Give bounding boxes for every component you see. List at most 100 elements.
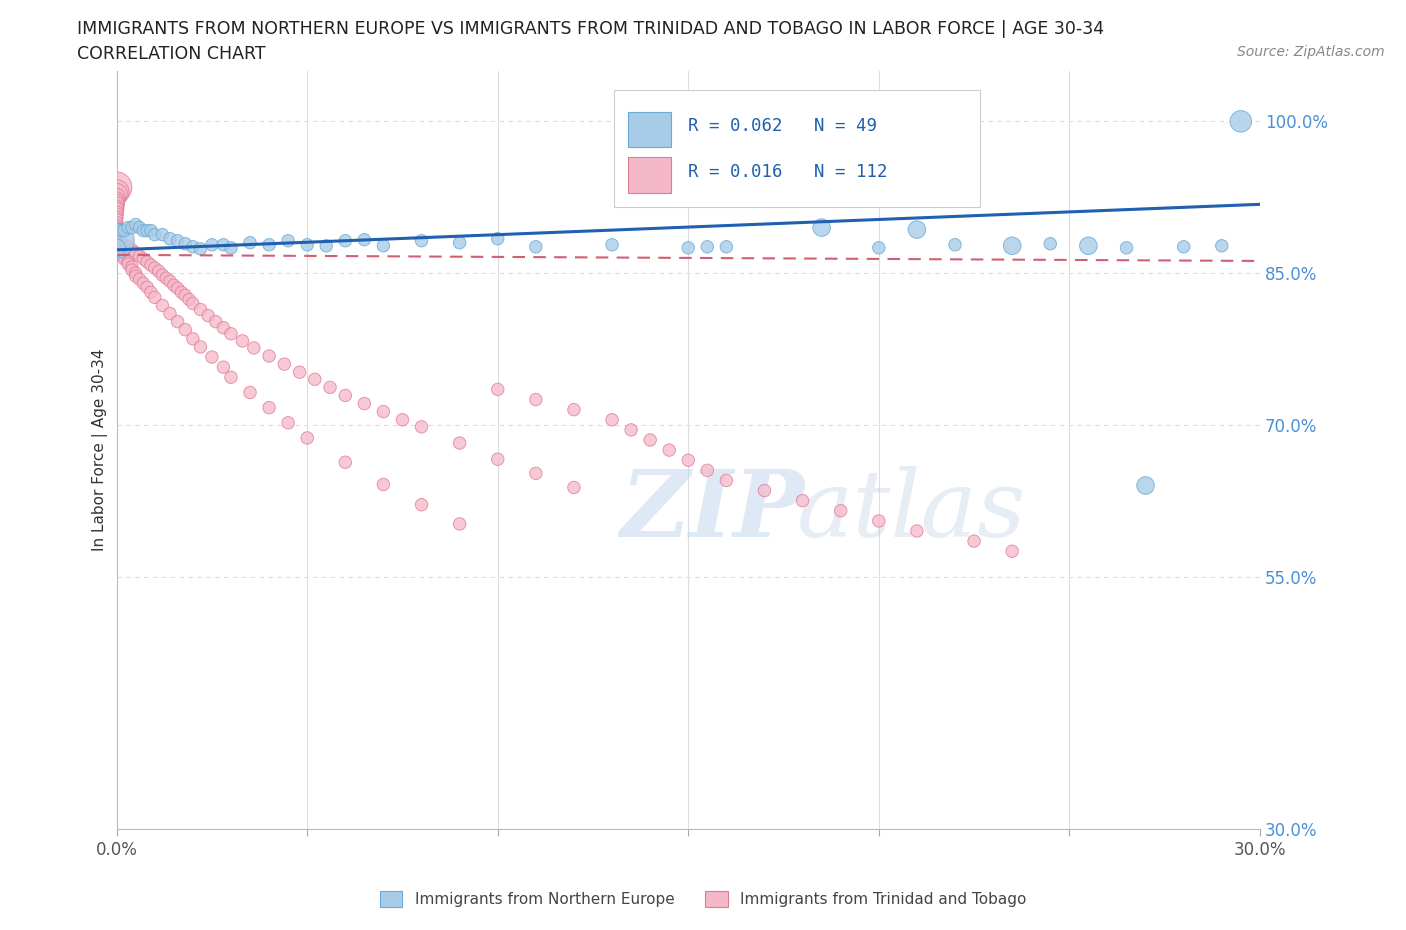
Point: [243, 340, 266, 355]
Text: R = 0.016   N = 112: R = 0.016 N = 112: [689, 163, 887, 180]
Point: [148, 263, 170, 278]
Point: [112, 237, 135, 252]
Point: [128, 272, 150, 286]
Point: [105, 215, 128, 230]
Bar: [627, 157, 671, 193]
Point: [449, 235, 471, 250]
Point: [273, 357, 295, 372]
Point: [792, 493, 814, 508]
Text: R = 0.062   N = 49: R = 0.062 N = 49: [689, 117, 877, 135]
Point: [105, 200, 128, 215]
Point: [159, 306, 181, 321]
Point: [190, 242, 212, 257]
Point: [112, 251, 135, 266]
Point: [335, 455, 357, 470]
Point: [181, 296, 204, 311]
Point: [105, 219, 128, 233]
Point: [105, 190, 128, 205]
Point: [136, 223, 159, 238]
Point: [868, 240, 890, 255]
Point: [620, 422, 643, 437]
Point: [166, 281, 188, 296]
Point: [190, 302, 212, 317]
Point: [486, 232, 509, 246]
Point: [112, 223, 135, 238]
Point: [257, 237, 280, 252]
Point: [212, 360, 235, 375]
Point: [486, 382, 509, 397]
Point: [105, 237, 128, 252]
Point: [373, 238, 395, 253]
Point: [163, 278, 186, 293]
Point: [696, 463, 718, 478]
Point: [105, 240, 128, 255]
Point: [658, 443, 681, 458]
Point: [319, 380, 342, 395]
Point: [105, 193, 128, 207]
Point: [411, 498, 433, 512]
Point: [1001, 238, 1024, 253]
Point: [201, 237, 224, 252]
Point: [105, 222, 128, 237]
Point: [117, 257, 139, 272]
Point: [150, 268, 173, 283]
Point: [524, 392, 547, 407]
Point: [353, 232, 375, 247]
Point: [219, 240, 242, 255]
Legend: Immigrants from Northern Europe, Immigrants from Trinidad and Tobago: Immigrants from Northern Europe, Immigra…: [374, 884, 1032, 913]
Point: [143, 227, 166, 242]
Point: [174, 288, 197, 303]
Point: [155, 271, 177, 286]
Point: [105, 210, 128, 225]
Point: [136, 280, 159, 295]
Point: [128, 248, 150, 263]
Point: [105, 220, 128, 235]
Point: [716, 473, 738, 488]
Point: [353, 396, 375, 411]
Point: [295, 237, 318, 252]
Point: [174, 236, 197, 251]
Point: [105, 195, 128, 210]
Point: [449, 516, 471, 531]
Point: [257, 400, 280, 415]
Point: [239, 235, 262, 250]
Point: [105, 228, 128, 243]
Point: [105, 185, 128, 200]
Point: [181, 331, 204, 346]
Point: [125, 246, 148, 260]
Point: [201, 350, 224, 365]
Point: [1173, 239, 1195, 254]
Point: [105, 205, 128, 219]
Bar: [627, 112, 671, 147]
Point: [105, 233, 128, 248]
Point: [132, 223, 155, 238]
Text: atlas: atlas: [797, 466, 1026, 556]
Point: [105, 179, 128, 194]
Point: [125, 269, 148, 284]
Point: [562, 480, 585, 495]
Point: [219, 370, 242, 385]
Point: [1039, 236, 1062, 251]
Point: [373, 477, 395, 492]
Point: [121, 220, 143, 235]
Point: [411, 233, 433, 248]
Point: [304, 372, 326, 387]
Point: [150, 298, 173, 312]
Text: Source: ZipAtlas.com: Source: ZipAtlas.com: [1237, 45, 1385, 59]
Point: [277, 416, 299, 431]
Text: ZIP: ZIP: [620, 466, 804, 556]
Point: [335, 233, 357, 248]
Point: [105, 202, 128, 217]
Point: [105, 197, 128, 212]
Point: [204, 314, 226, 329]
Point: [716, 239, 738, 254]
Point: [121, 243, 143, 258]
Point: [212, 237, 235, 252]
Point: [125, 217, 148, 232]
Point: [905, 222, 928, 237]
Point: [139, 223, 162, 238]
Point: [373, 405, 395, 419]
Point: [810, 220, 832, 235]
Point: [112, 249, 135, 264]
Point: [212, 320, 235, 335]
